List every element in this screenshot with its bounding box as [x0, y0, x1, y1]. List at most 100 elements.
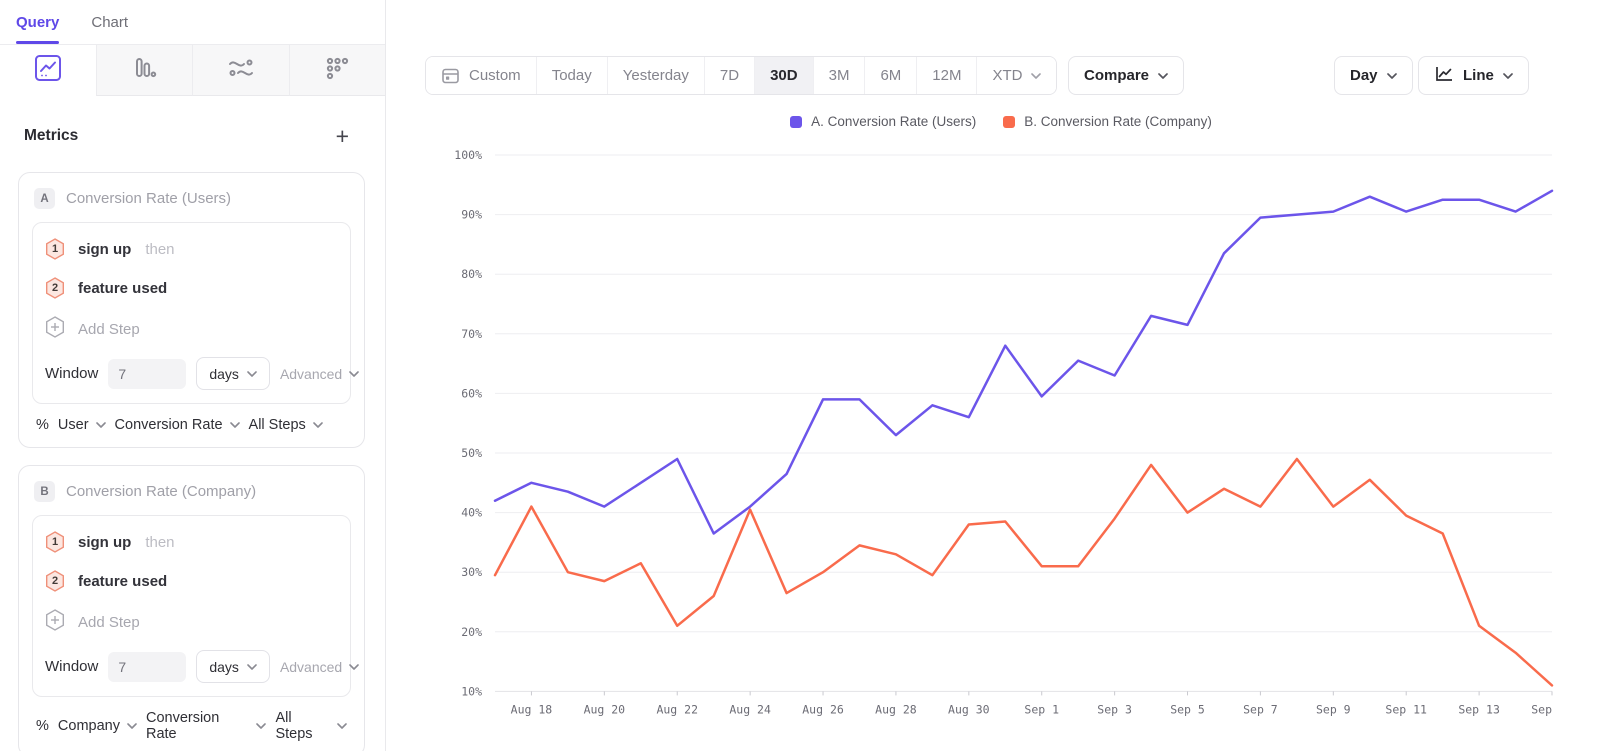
- chart-type-bars-tab[interactable]: [95, 45, 192, 96]
- y-axis-label: 20%: [461, 625, 482, 639]
- date-range-30d[interactable]: 30D: [755, 57, 814, 94]
- date-range-today[interactable]: Today: [536, 57, 608, 94]
- measure-metric-dropdown[interactable]: Conversion Rate: [115, 417, 240, 433]
- x-axis-label: Sep 5: [1170, 702, 1205, 716]
- step-number-badge: 2: [45, 570, 65, 592]
- step-event-name[interactable]: feature used: [78, 572, 168, 590]
- metric-title[interactable]: Conversion Rate (Users): [66, 190, 232, 207]
- date-range-control: Custom Today Yesterday 7D 30D 3M 6M 12M XTD: [425, 56, 1058, 95]
- x-axis-label: Aug 26: [802, 702, 844, 716]
- add-step-label: Add Step: [78, 613, 140, 631]
- x-axis-label: Sep 15: [1531, 702, 1554, 716]
- date-range-7d[interactable]: 7D: [704, 57, 756, 94]
- measure-prefix[interactable]: %: [36, 417, 49, 433]
- chevron-down-icon: [229, 422, 240, 428]
- funnel-step-1[interactable]: 1 sign up then: [45, 531, 338, 553]
- series-line-b[interactable]: [493, 457, 1554, 687]
- chevron-down-icon: [1502, 72, 1513, 79]
- metric-letter-badge: A: [34, 188, 55, 209]
- date-range-custom[interactable]: Custom: [426, 57, 537, 94]
- chart-type-retention-tab[interactable]: [288, 45, 385, 96]
- window-value-input[interactable]: [108, 358, 187, 389]
- chevron-down-icon: [256, 723, 267, 729]
- chart-type-insights-tab[interactable]: [0, 45, 96, 96]
- measure-metric-dropdown[interactable]: Conversion Rate: [146, 710, 267, 742]
- legend-item-b[interactable]: B. Conversion Rate (Company): [1003, 114, 1212, 129]
- window-value-input[interactable]: [108, 651, 187, 682]
- chart-canvas[interactable]: 100% 90% 80% 70% 60% 50% 40% 30% 20% 10% Aug 18 Aug…: [440, 145, 1572, 725]
- chevron-down-icon: [337, 723, 347, 729]
- step-number-badge: 2: [45, 277, 65, 299]
- line-chart: 100% 90% 80% 70% 60% 50% 40% 30% 20% 10% Aug 18 Aug…: [440, 145, 1572, 725]
- date-range-6m[interactable]: 6M: [865, 57, 918, 94]
- tab-chart[interactable]: Chart: [91, 13, 129, 31]
- step-event-name[interactable]: sign up: [78, 240, 132, 258]
- window-label: Window: [45, 658, 99, 675]
- x-axis-label: Aug 18: [511, 702, 553, 716]
- funnel-step-2[interactable]: 2 feature used: [45, 570, 338, 592]
- add-metric-button[interactable]: +: [335, 123, 349, 149]
- flows-icon: [226, 54, 256, 87]
- x-axis-label: Sep 13: [1458, 702, 1500, 716]
- chevron-down-icon: [247, 663, 257, 670]
- metric-card-a: A Conversion Rate (Users) 1 sign up then…: [18, 172, 365, 448]
- date-range-12m[interactable]: 12M: [917, 57, 978, 94]
- measure-entity-dropdown[interactable]: Company: [58, 718, 137, 734]
- x-axis-label: Aug 20: [584, 702, 626, 716]
- window-unit-dropdown[interactable]: days: [196, 650, 270, 683]
- compare-button[interactable]: Compare: [1068, 56, 1185, 95]
- chevron-down-icon: [349, 370, 360, 377]
- step-connector: then: [145, 533, 175, 551]
- y-axis-label: 80%: [461, 267, 482, 281]
- step-event-name[interactable]: sign up: [78, 533, 132, 551]
- add-step-hexagon-icon: [45, 609, 65, 635]
- sidebar-tabs: Query Chart: [0, 0, 385, 45]
- date-range-xtd[interactable]: XTD: [977, 57, 1057, 94]
- advanced-toggle[interactable]: Advanced: [280, 366, 362, 382]
- window-unit-dropdown[interactable]: days: [196, 357, 270, 390]
- measure-scope-dropdown[interactable]: All Steps: [249, 417, 323, 433]
- calendar-icon: [442, 68, 459, 84]
- y-axis-label: 90%: [461, 208, 482, 222]
- series-line-a[interactable]: [493, 189, 1554, 535]
- series-a-swatch: [790, 115, 803, 128]
- chevron-down-icon: [312, 422, 323, 428]
- line-chart-icon: [34, 54, 62, 87]
- query-sidebar: Query Chart: [0, 0, 386, 751]
- chevron-down-icon: [127, 723, 137, 729]
- metric-card-b: B Conversion Rate (Company) 1 sign up th…: [18, 465, 365, 751]
- granularity-button[interactable]: Day: [1334, 56, 1413, 95]
- y-axis-label: 10%: [461, 684, 482, 698]
- chart-style-button[interactable]: Line: [1418, 56, 1529, 95]
- chart-type-flows-tab[interactable]: [192, 45, 289, 96]
- chevron-down-icon: [1386, 72, 1397, 79]
- step-event-name[interactable]: feature used: [78, 279, 168, 297]
- x-axis-label: Sep 7: [1243, 702, 1278, 716]
- y-axis-label: 60%: [461, 386, 482, 400]
- x-axis-label: Sep 9: [1316, 702, 1351, 716]
- metric-title[interactable]: Conversion Rate (Company): [66, 483, 257, 500]
- x-axis-label: Aug 30: [948, 702, 990, 716]
- chevron-down-icon: [95, 422, 106, 428]
- date-range-yesterday[interactable]: Yesterday: [607, 57, 705, 94]
- measure-entity-dropdown[interactable]: User: [58, 417, 106, 433]
- x-axis-label: Aug 24: [729, 702, 771, 716]
- add-step-button[interactable]: Add Step: [45, 609, 338, 635]
- add-step-hexagon-icon: [45, 316, 65, 342]
- funnel-step-2[interactable]: 2 feature used: [45, 277, 338, 299]
- x-axis-label: Sep 11: [1385, 702, 1427, 716]
- legend-item-a[interactable]: A. Conversion Rate (Users): [790, 114, 976, 129]
- bar-chart-icon: [130, 54, 158, 87]
- metrics-section-title: Metrics: [24, 127, 79, 144]
- funnel-step-1[interactable]: 1 sign up then: [45, 238, 338, 260]
- chevron-down-icon: [349, 663, 360, 670]
- y-axis-label: 30%: [461, 565, 482, 579]
- advanced-toggle[interactable]: Advanced: [280, 659, 362, 675]
- measure-scope-dropdown[interactable]: All Steps: [275, 710, 347, 742]
- add-step-button[interactable]: Add Step: [45, 316, 338, 342]
- date-range-3m[interactable]: 3M: [813, 57, 866, 94]
- measure-prefix[interactable]: %: [36, 718, 49, 734]
- tab-query[interactable]: Query: [16, 0, 60, 44]
- chevron-down-icon: [1158, 72, 1168, 79]
- series-b-swatch: [1003, 115, 1016, 128]
